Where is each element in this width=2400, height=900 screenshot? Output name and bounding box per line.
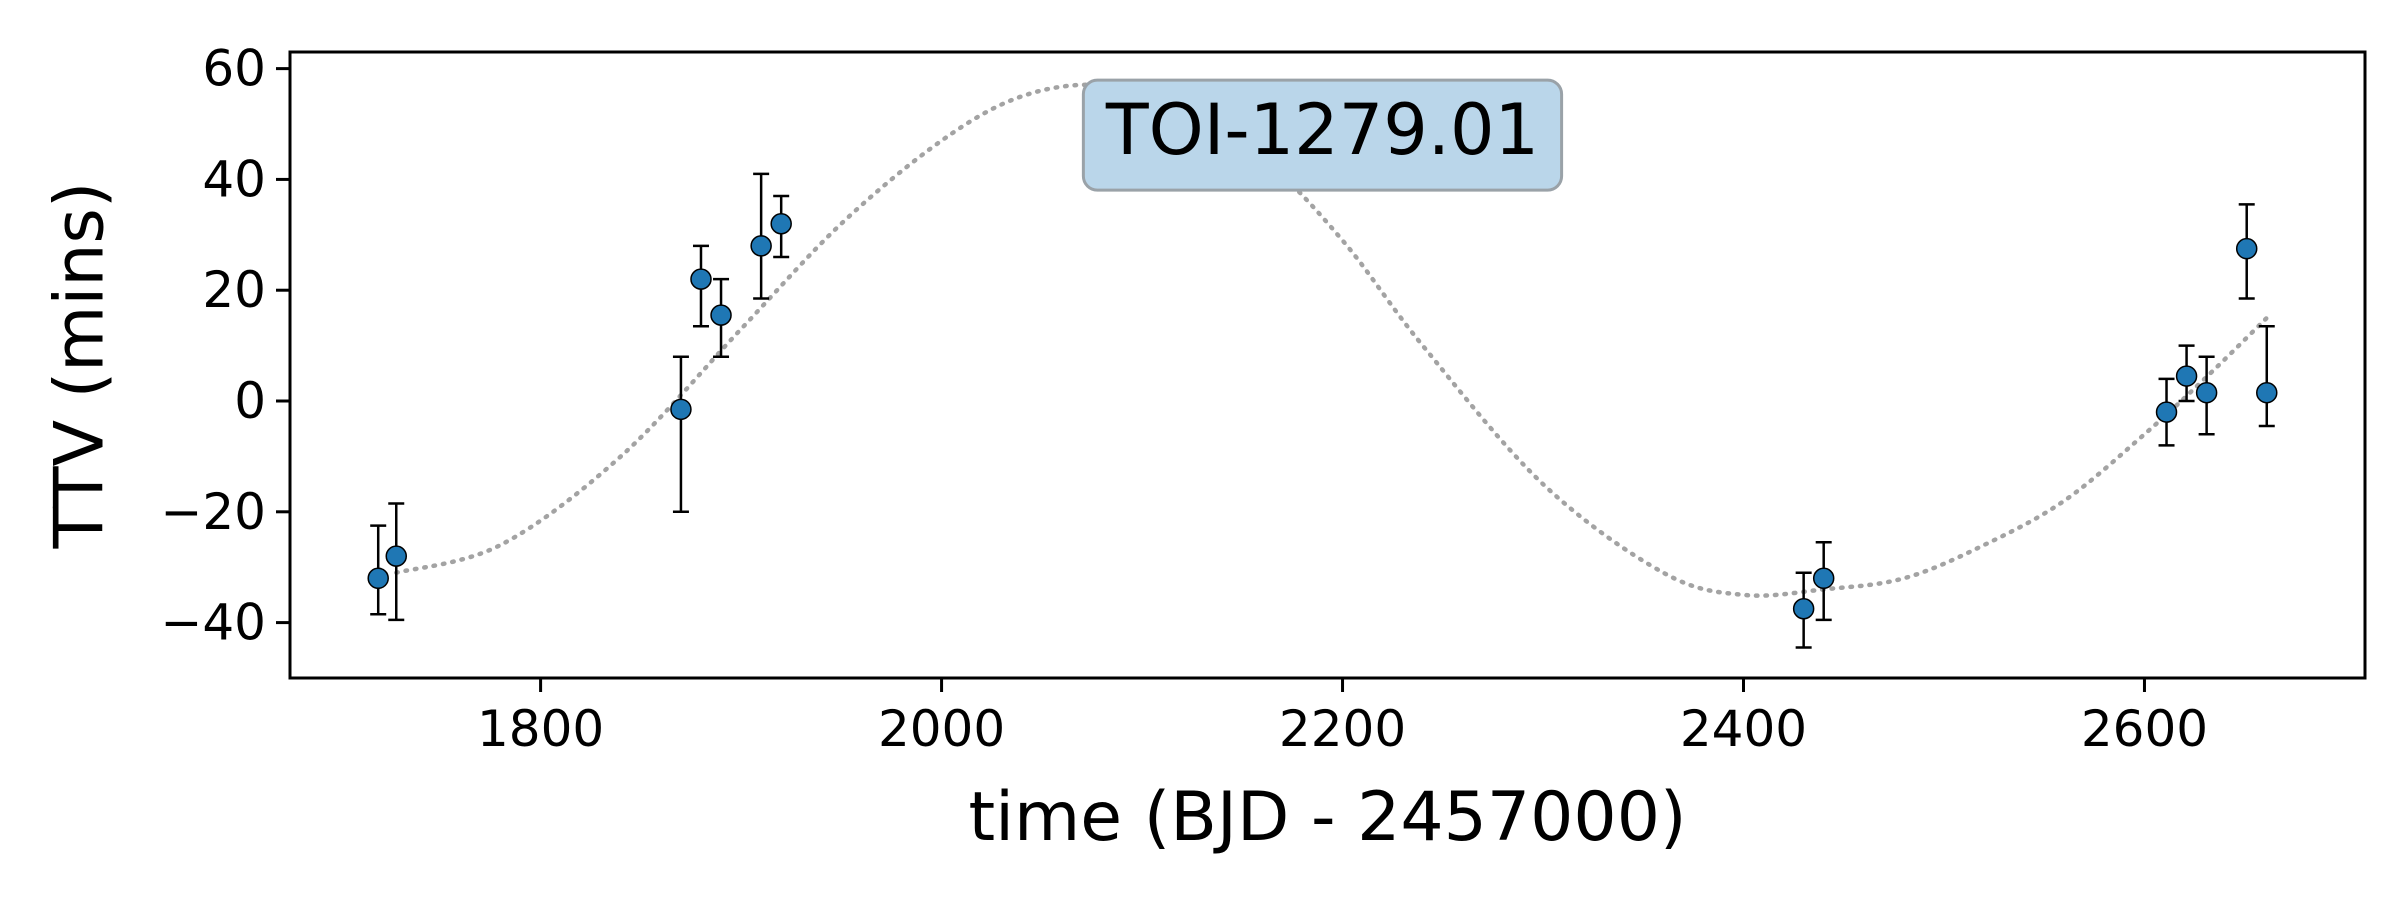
data-point xyxy=(1792,598,1815,620)
data-point xyxy=(2256,381,2278,404)
data-point xyxy=(367,567,389,590)
y-tick-label: −20 xyxy=(160,483,266,541)
data-point xyxy=(1812,567,1835,590)
x-tick-label: 2400 xyxy=(1680,700,1807,758)
data-point xyxy=(2155,401,2178,423)
y-axis-ticks: −40 −20 0 20 40 60 xyxy=(160,40,290,652)
data-point xyxy=(670,398,692,421)
x-tick-label: 2000 xyxy=(878,700,1005,758)
data-point xyxy=(770,212,792,235)
plot-frame xyxy=(288,50,2367,680)
annotation-label: TOI-1279.01 xyxy=(1105,89,1539,171)
errorbar xyxy=(2258,324,2275,428)
data-point xyxy=(710,304,732,326)
x-tick-label: 2200 xyxy=(1279,700,1406,758)
y-tick-label: 40 xyxy=(202,150,266,208)
errorbar xyxy=(672,355,689,514)
data-point xyxy=(2195,381,2218,404)
data-point xyxy=(2235,237,2258,260)
y-tick-label: 60 xyxy=(202,40,266,98)
data-point-layer xyxy=(367,212,2278,620)
data-point xyxy=(750,235,772,257)
annotation-layer: TOI-1279.01 xyxy=(1081,78,1564,192)
model-curve-layer xyxy=(394,82,2270,598)
errorbar-layer xyxy=(370,172,2275,649)
y-tick-label: 0 xyxy=(234,372,266,430)
y-tick-label: −40 xyxy=(160,594,266,652)
y-tick-label: 20 xyxy=(202,261,266,319)
data-point xyxy=(2175,365,2198,387)
x-axis-ticks: 1800 2000 2200 2400 2600 xyxy=(477,678,2208,758)
data-point xyxy=(385,545,408,567)
x-tick-label: 1800 xyxy=(477,700,604,758)
model-curve xyxy=(394,82,2270,598)
x-axis-label: time (BJD - 2457000) xyxy=(969,778,1687,857)
data-point xyxy=(690,268,712,290)
annotation-box xyxy=(1081,78,1564,192)
x-tick-label: 2600 xyxy=(2081,700,2208,758)
y-axis-label: TTV (mins) xyxy=(41,182,120,550)
